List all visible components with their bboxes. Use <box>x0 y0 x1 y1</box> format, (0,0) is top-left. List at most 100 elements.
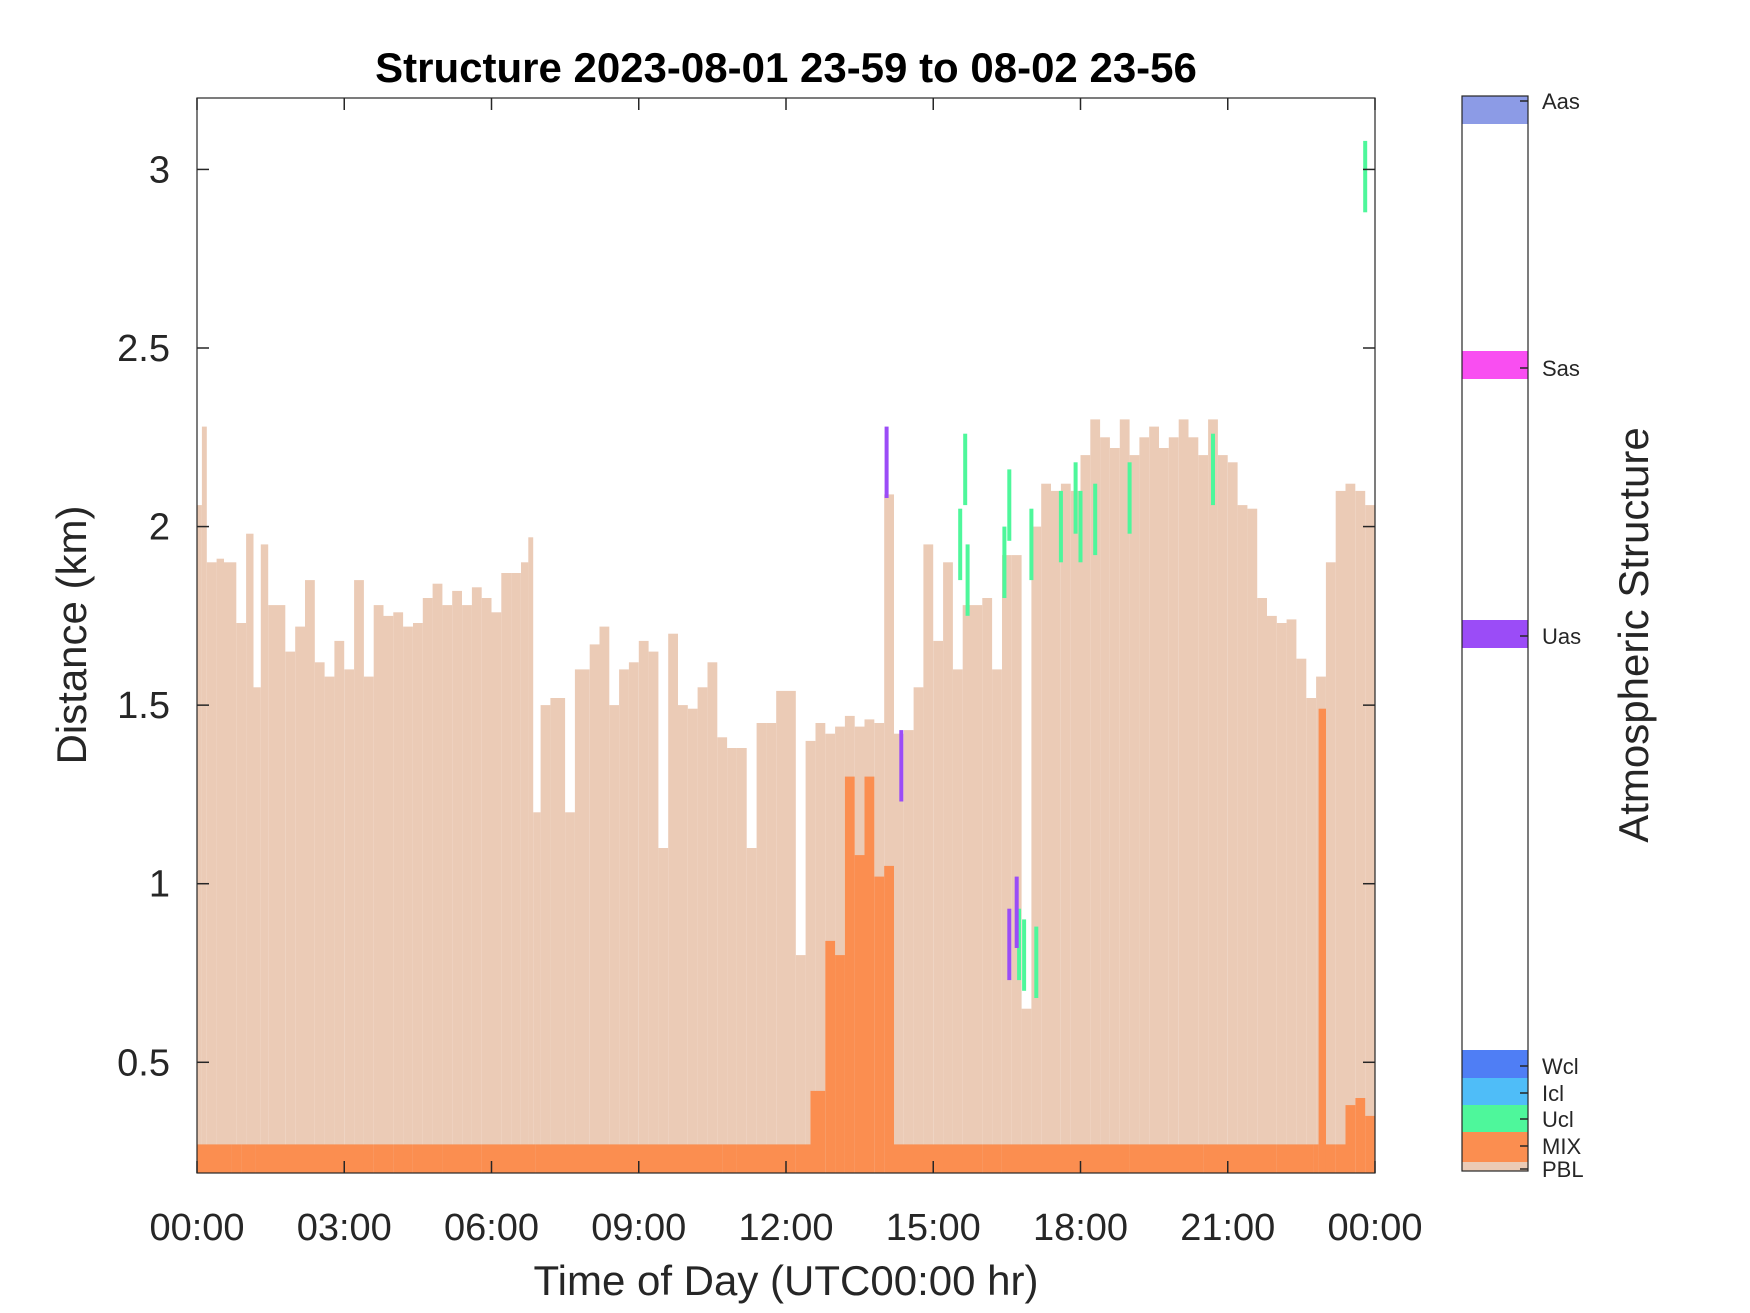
pbl-bar <box>609 705 620 1173</box>
x-tick-label: 09:00 <box>591 1207 686 1249</box>
mix-bar <box>1203 1144 1277 1173</box>
pbl-bar <box>1217 455 1228 1173</box>
pbl-bar <box>1011 555 1022 1173</box>
ucl-mark <box>1058 490 1063 563</box>
mix-bar <box>1365 1115 1375 1173</box>
ucl-mark <box>963 433 968 506</box>
pbl-bar <box>1345 483 1356 1173</box>
mix-bar <box>197 1144 232 1173</box>
mix-bar <box>722 1144 737 1173</box>
pbl-bar <box>1168 437 1179 1173</box>
mix-bar <box>1335 1144 1346 1173</box>
mix-bar <box>535 1144 723 1173</box>
pbl-bar <box>1257 598 1267 1173</box>
pbl-bar <box>1267 615 1277 1173</box>
pbl-bar <box>344 669 355 1173</box>
pbl-bar <box>462 605 472 1173</box>
x-axis: 00:00 03:00 06:00 09:00 12:00 15:00 18:00 21:00… <box>149 98 1423 1249</box>
pbl-bar <box>619 669 629 1173</box>
pbl-bar <box>521 562 529 1173</box>
pbl-bar <box>1100 437 1110 1173</box>
pbl-bar <box>275 605 286 1173</box>
mix-bar <box>241 1144 256 1173</box>
pbl-bar <box>678 705 688 1173</box>
pbl-bar <box>943 562 953 1173</box>
colorbar-swatch-pbl <box>1462 1162 1528 1171</box>
uas-mark <box>1014 876 1019 948</box>
pbl-bar <box>962 605 973 1173</box>
pbl-bar <box>923 544 934 1173</box>
pbl-bar <box>756 723 767 1173</box>
pbl-bar <box>805 740 816 1173</box>
mix-bar <box>1276 1144 1314 1173</box>
pbl-bar <box>884 494 894 1173</box>
mix-bar <box>1355 1098 1366 1173</box>
pbl-bar <box>295 626 305 1173</box>
pbl-bar <box>707 662 718 1173</box>
pbl-bar <box>1002 555 1012 1173</box>
mix-bar <box>736 1144 796 1173</box>
mix-bar <box>393 1144 413 1173</box>
pbl-bar <box>1070 490 1081 1173</box>
ucl-mark <box>1034 926 1039 998</box>
pbl-bar <box>913 687 924 1173</box>
colorbar-label-aas: Aas <box>1542 89 1580 114</box>
pbl-bar <box>1188 437 1199 1173</box>
uas-layer <box>884 426 1019 981</box>
mix-bar <box>982 1144 1002 1173</box>
pbl-bar <box>1129 455 1140 1173</box>
y-tick-label: 3 <box>149 149 170 191</box>
pbl-bar <box>246 533 254 1173</box>
pbl-bar <box>717 737 728 1173</box>
mix-bar <box>835 955 845 1173</box>
pbl-bar <box>1178 419 1189 1173</box>
x-tick-label: 15:00 <box>886 1207 981 1249</box>
pbl-bar <box>224 562 237 1173</box>
pbl-bar <box>533 812 541 1173</box>
mix-bar <box>1002 1144 1056 1173</box>
colorbar-swatch-wcl <box>1462 1050 1528 1078</box>
pbl-bar <box>815 723 826 1173</box>
pbl-bar <box>1090 419 1101 1173</box>
mix-bar <box>864 776 875 1173</box>
colorbar-frame <box>1461 95 1529 1172</box>
colorbar-label-wcl: Wcl <box>1542 1054 1579 1079</box>
pbl-bar <box>972 605 983 1173</box>
mix-bar <box>810 1090 826 1173</box>
ucl-mark <box>1127 462 1132 534</box>
y-tick-label: 2 <box>149 507 170 549</box>
ucl-mark <box>1002 526 1007 598</box>
pbl-bar <box>1021 1008 1032 1173</box>
pbl-bar <box>574 669 590 1173</box>
x-tick-label: 03:00 <box>297 1207 392 1249</box>
pbl-bar <box>1080 455 1091 1173</box>
mix-bar <box>1345 1105 1356 1173</box>
pbl-bar <box>982 598 993 1173</box>
y-tick-label: 1 <box>149 864 170 906</box>
pbl-bar <box>481 598 492 1173</box>
ucl-mark <box>965 544 970 616</box>
pbl-bar <box>952 669 963 1173</box>
mix-bar <box>1056 1144 1130 1173</box>
pbl-bar <box>550 698 566 1173</box>
pbl-bar <box>206 562 217 1173</box>
mix-bar <box>255 1144 305 1173</box>
pbl-bar <box>403 626 413 1173</box>
mix-bar <box>894 1144 983 1173</box>
y-axis-label: Distance (km) <box>48 505 95 764</box>
mix-bar <box>373 1144 394 1173</box>
ucl-mark <box>1078 490 1083 563</box>
ucl-mark <box>1029 508 1034 581</box>
pbl-bar <box>511 573 521 1173</box>
ucl-mark <box>1022 919 1027 991</box>
pbl-bar <box>1119 419 1130 1173</box>
pbl-bar <box>1335 490 1346 1173</box>
pbl-bar <box>795 955 806 1173</box>
pbl-bar <box>1060 483 1071 1173</box>
pbl-bar <box>565 812 575 1173</box>
chart-title: Structure 2023-08-01 23-59 to 08-02 23-5… <box>375 44 1197 91</box>
mix-bar <box>795 1144 811 1173</box>
y-tick-label: 2.5 <box>117 328 170 370</box>
pbl-bar <box>216 558 224 1173</box>
pbl-bar <box>776 690 786 1173</box>
